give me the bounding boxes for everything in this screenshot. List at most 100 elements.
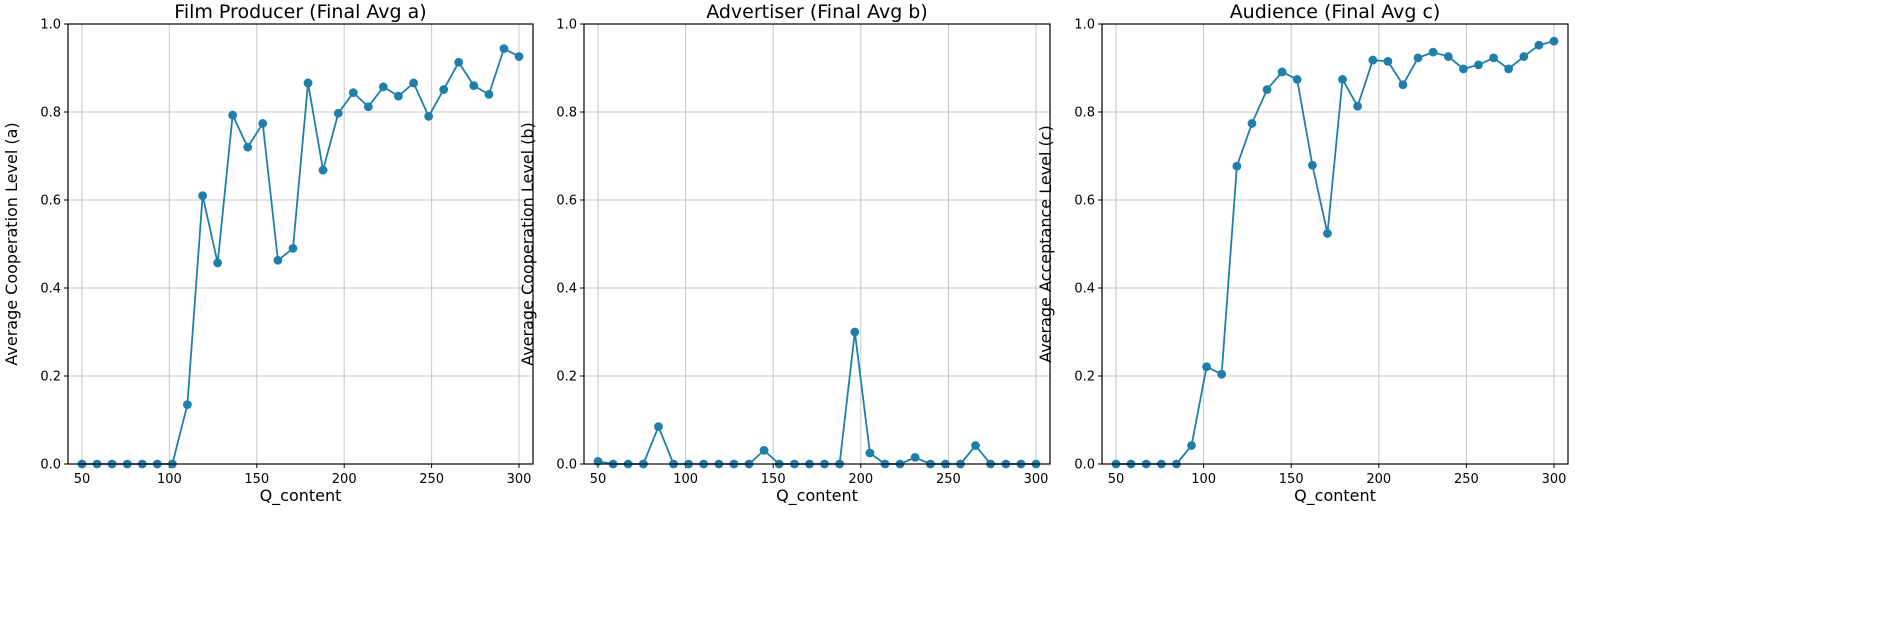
x-axis-label: Q_content: [1294, 486, 1376, 506]
data-point: [499, 44, 509, 54]
x-tick-label: 300: [1024, 472, 1049, 487]
x-tick-label: 50: [1108, 472, 1125, 487]
data-point: [273, 255, 283, 265]
data-point: [1428, 47, 1438, 57]
panel-film-producer: Film Producer (Final Avg a) Q_content Av…: [2, 1, 534, 506]
data-point: [1519, 52, 1529, 61]
data-point: [759, 445, 769, 455]
panel-title: Film Producer (Final Avg a): [174, 1, 426, 23]
data-point: [1443, 52, 1453, 61]
x-tick-label: 150: [244, 472, 269, 487]
panel-audience: Audience (Final Avg c) Q_content Average…: [1036, 1, 1569, 506]
y-tick-label: 0.0: [40, 458, 61, 473]
y-tick-label: 1.0: [556, 18, 577, 33]
data-point: [409, 78, 418, 88]
data-point: [258, 119, 268, 128]
x-tick-label: 300: [1542, 472, 1567, 487]
data-point: [303, 78, 313, 88]
data-point: [1323, 229, 1332, 238]
x-tick-label: 100: [157, 472, 182, 487]
data-point: [1504, 64, 1514, 74]
data-point: [971, 441, 980, 450]
data-point: [288, 244, 298, 253]
data-point: [1262, 85, 1272, 94]
x-tick-label: 250: [936, 472, 961, 487]
data-point: [1549, 36, 1559, 46]
x-tick-label: 100: [673, 472, 698, 487]
data-point: [850, 327, 860, 337]
data-point: [865, 448, 875, 458]
x-tick-label: 250: [419, 472, 444, 487]
y-tick-label: 0.8: [1074, 106, 1095, 121]
data-point: [484, 90, 494, 99]
y-tick-label: 0.8: [40, 106, 61, 121]
y-tick-label: 0.6: [1074, 194, 1095, 209]
data-point: [348, 88, 358, 98]
x-tick-label: 250: [1454, 472, 1479, 487]
y-tick-label: 0.0: [556, 458, 577, 473]
data-point: [1489, 53, 1498, 63]
y-tick-label: 0.8: [556, 106, 577, 121]
data-point: [393, 91, 403, 101]
data-point: [333, 108, 343, 118]
y-tick-label: 0.6: [40, 194, 61, 209]
data-point: [1383, 57, 1393, 66]
y-tick-label: 0.2: [1074, 370, 1095, 385]
y-axis-label: Average Cooperation Level (a): [2, 122, 21, 365]
x-axis-label: Q_content: [260, 486, 342, 506]
data-point: [1459, 64, 1468, 74]
y-tick-label: 0.4: [40, 282, 61, 297]
data-point: [378, 82, 388, 92]
data-point: [1413, 53, 1423, 63]
data-point: [454, 57, 464, 67]
data-point: [1338, 75, 1347, 84]
data-point: [654, 422, 663, 431]
y-tick-label: 0.6: [556, 194, 577, 209]
x-tick-label: 200: [848, 472, 873, 487]
x-tick-label: 50: [590, 472, 607, 487]
data-point: [228, 110, 238, 120]
data-point: [469, 81, 479, 90]
data-point: [1534, 40, 1544, 50]
x-tick-label: 200: [332, 472, 357, 487]
data-point: [514, 52, 524, 61]
data-point: [1398, 80, 1408, 90]
data-point: [910, 453, 920, 462]
data-point: [213, 258, 223, 268]
data-point: [318, 165, 328, 175]
x-tick-label: 200: [1366, 472, 1391, 487]
x-tick-label: 300: [507, 472, 532, 487]
y-tick-label: 0.4: [556, 282, 577, 297]
data-point: [1277, 67, 1287, 77]
panel-title: Audience (Final Avg c): [1230, 1, 1441, 23]
panel-advertiser: Advertiser (Final Avg b) Q_content Avera…: [518, 1, 1051, 506]
data-point: [424, 112, 434, 121]
panel-title: Advertiser (Final Avg b): [706, 1, 928, 23]
data-point: [198, 191, 208, 201]
y-tick-label: 1.0: [40, 18, 61, 33]
data-point: [1474, 60, 1483, 70]
data-point: [1308, 160, 1317, 170]
y-tick-label: 0.2: [556, 370, 577, 385]
data-point: [243, 142, 253, 152]
x-tick-label: 150: [1279, 472, 1304, 487]
x-tick-label: 50: [74, 472, 91, 487]
data-point: [439, 85, 449, 94]
data-point: [363, 102, 373, 112]
data-point: [1217, 369, 1227, 379]
y-tick-label: 0.4: [1074, 282, 1095, 297]
data-point: [1232, 161, 1242, 171]
data-point: [1187, 441, 1196, 450]
y-axis-label: Average Acceptance Level (c): [1036, 125, 1055, 363]
data-point: [1292, 75, 1302, 84]
axes-frame: [67, 23, 534, 465]
x-tick-label: 150: [761, 472, 786, 487]
y-tick-label: 1.0: [1074, 18, 1095, 33]
y-tick-label: 0.2: [40, 370, 61, 385]
data-point: [1353, 101, 1362, 111]
data-point: [1202, 362, 1211, 372]
axes-frame: [1101, 23, 1569, 465]
axes-frame: [583, 23, 1051, 465]
